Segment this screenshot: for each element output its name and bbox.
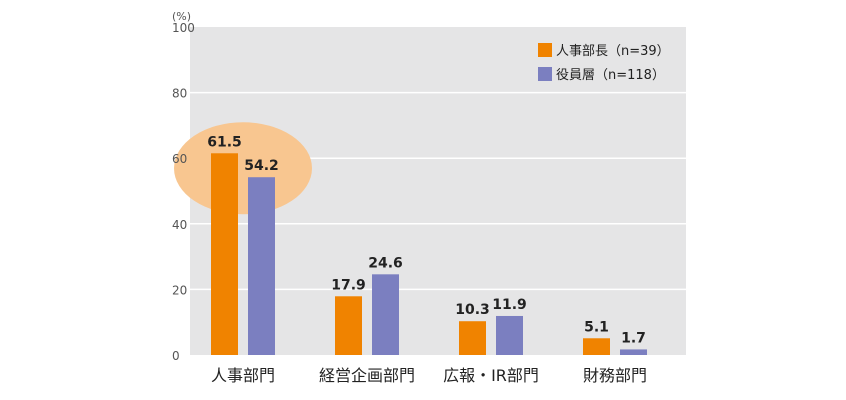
category-label: 広報・IR部門 <box>443 366 539 385</box>
bar-series2 <box>372 274 399 355</box>
category-label: 経営企画部門 <box>319 366 415 385</box>
data-label: 17.9 <box>331 277 366 293</box>
data-label: 54.2 <box>244 158 279 174</box>
data-label: 11.9 <box>492 297 527 313</box>
bar-series1 <box>335 296 362 355</box>
legend: 人事部長（n=39） 役員層（n=118） <box>538 43 670 83</box>
data-label: 5.1 <box>584 319 609 335</box>
y-tick-label: 60 <box>172 152 187 166</box>
y-tick-label: 80 <box>172 87 187 101</box>
bar-series2 <box>496 315 523 355</box>
bar-series2 <box>620 349 647 355</box>
data-label: 61.5 <box>207 134 242 150</box>
legend-label: 人事部長（n=39） <box>556 44 670 59</box>
y-tick-label: 100 <box>172 21 195 35</box>
bar-series1 <box>583 338 610 355</box>
category-label: 人事部門 <box>211 366 275 385</box>
y-tick-label: 20 <box>172 283 187 297</box>
data-label: 24.6 <box>368 255 403 271</box>
category-label: 財務部門 <box>583 366 647 385</box>
data-label: 10.3 <box>455 302 490 318</box>
legend-swatch <box>538 67 552 81</box>
y-tick-label: 40 <box>172 218 187 232</box>
x-axis-categories: 人事部門 経営企画部門 広報・IR部門 財務部門 <box>211 366 647 385</box>
highlight-ellipse <box>174 122 312 215</box>
legend-label: 役員層（n=118） <box>556 68 665 83</box>
bars: 61.554.2 17.924.6 10.3 11.9 5.1 1.7 <box>207 134 647 355</box>
legend-swatch <box>538 43 552 57</box>
bar-series1 <box>459 321 486 355</box>
bar-series2 <box>248 177 275 355</box>
y-tick-label: 0 <box>172 349 180 363</box>
y-axis-ticks: 0 20 40 60 80 100 <box>172 21 195 363</box>
data-label: 1.7 <box>621 330 646 346</box>
bar-series1 <box>211 153 238 355</box>
y-axis-unit: (%) <box>172 10 191 23</box>
highlight-group <box>174 122 312 215</box>
